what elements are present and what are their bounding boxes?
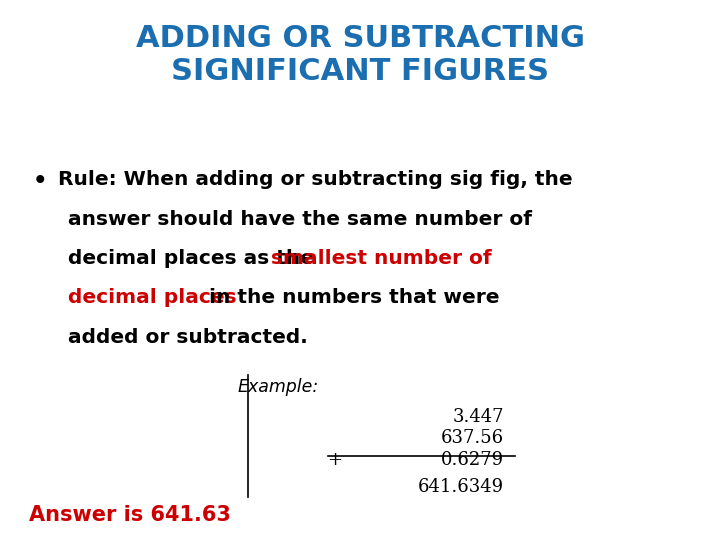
Text: +: + [328, 451, 343, 469]
Text: smallest number of: smallest number of [271, 249, 491, 268]
Text: in the numbers that were: in the numbers that were [202, 288, 499, 307]
Text: decimal places: decimal places [68, 288, 237, 307]
Text: Answer is 641.63: Answer is 641.63 [29, 505, 230, 525]
Text: Example:: Example: [238, 378, 319, 396]
Text: •: • [32, 170, 47, 193]
Text: added or subtracted.: added or subtracted. [68, 328, 308, 347]
Text: 637.56: 637.56 [441, 429, 504, 447]
Text: decimal places as the: decimal places as the [68, 249, 321, 268]
Text: 641.6349: 641.6349 [418, 478, 504, 496]
Text: 3.447: 3.447 [452, 408, 504, 426]
Text: 0.6279: 0.6279 [441, 451, 504, 469]
Text: answer should have the same number of: answer should have the same number of [68, 210, 532, 228]
Text: Rule: When adding or subtracting sig fig, the: Rule: When adding or subtracting sig fig… [58, 170, 572, 189]
Text: ADDING OR SUBTRACTING: ADDING OR SUBTRACTING [135, 24, 585, 53]
Text: SIGNIFICANT FIGURES: SIGNIFICANT FIGURES [171, 57, 549, 86]
